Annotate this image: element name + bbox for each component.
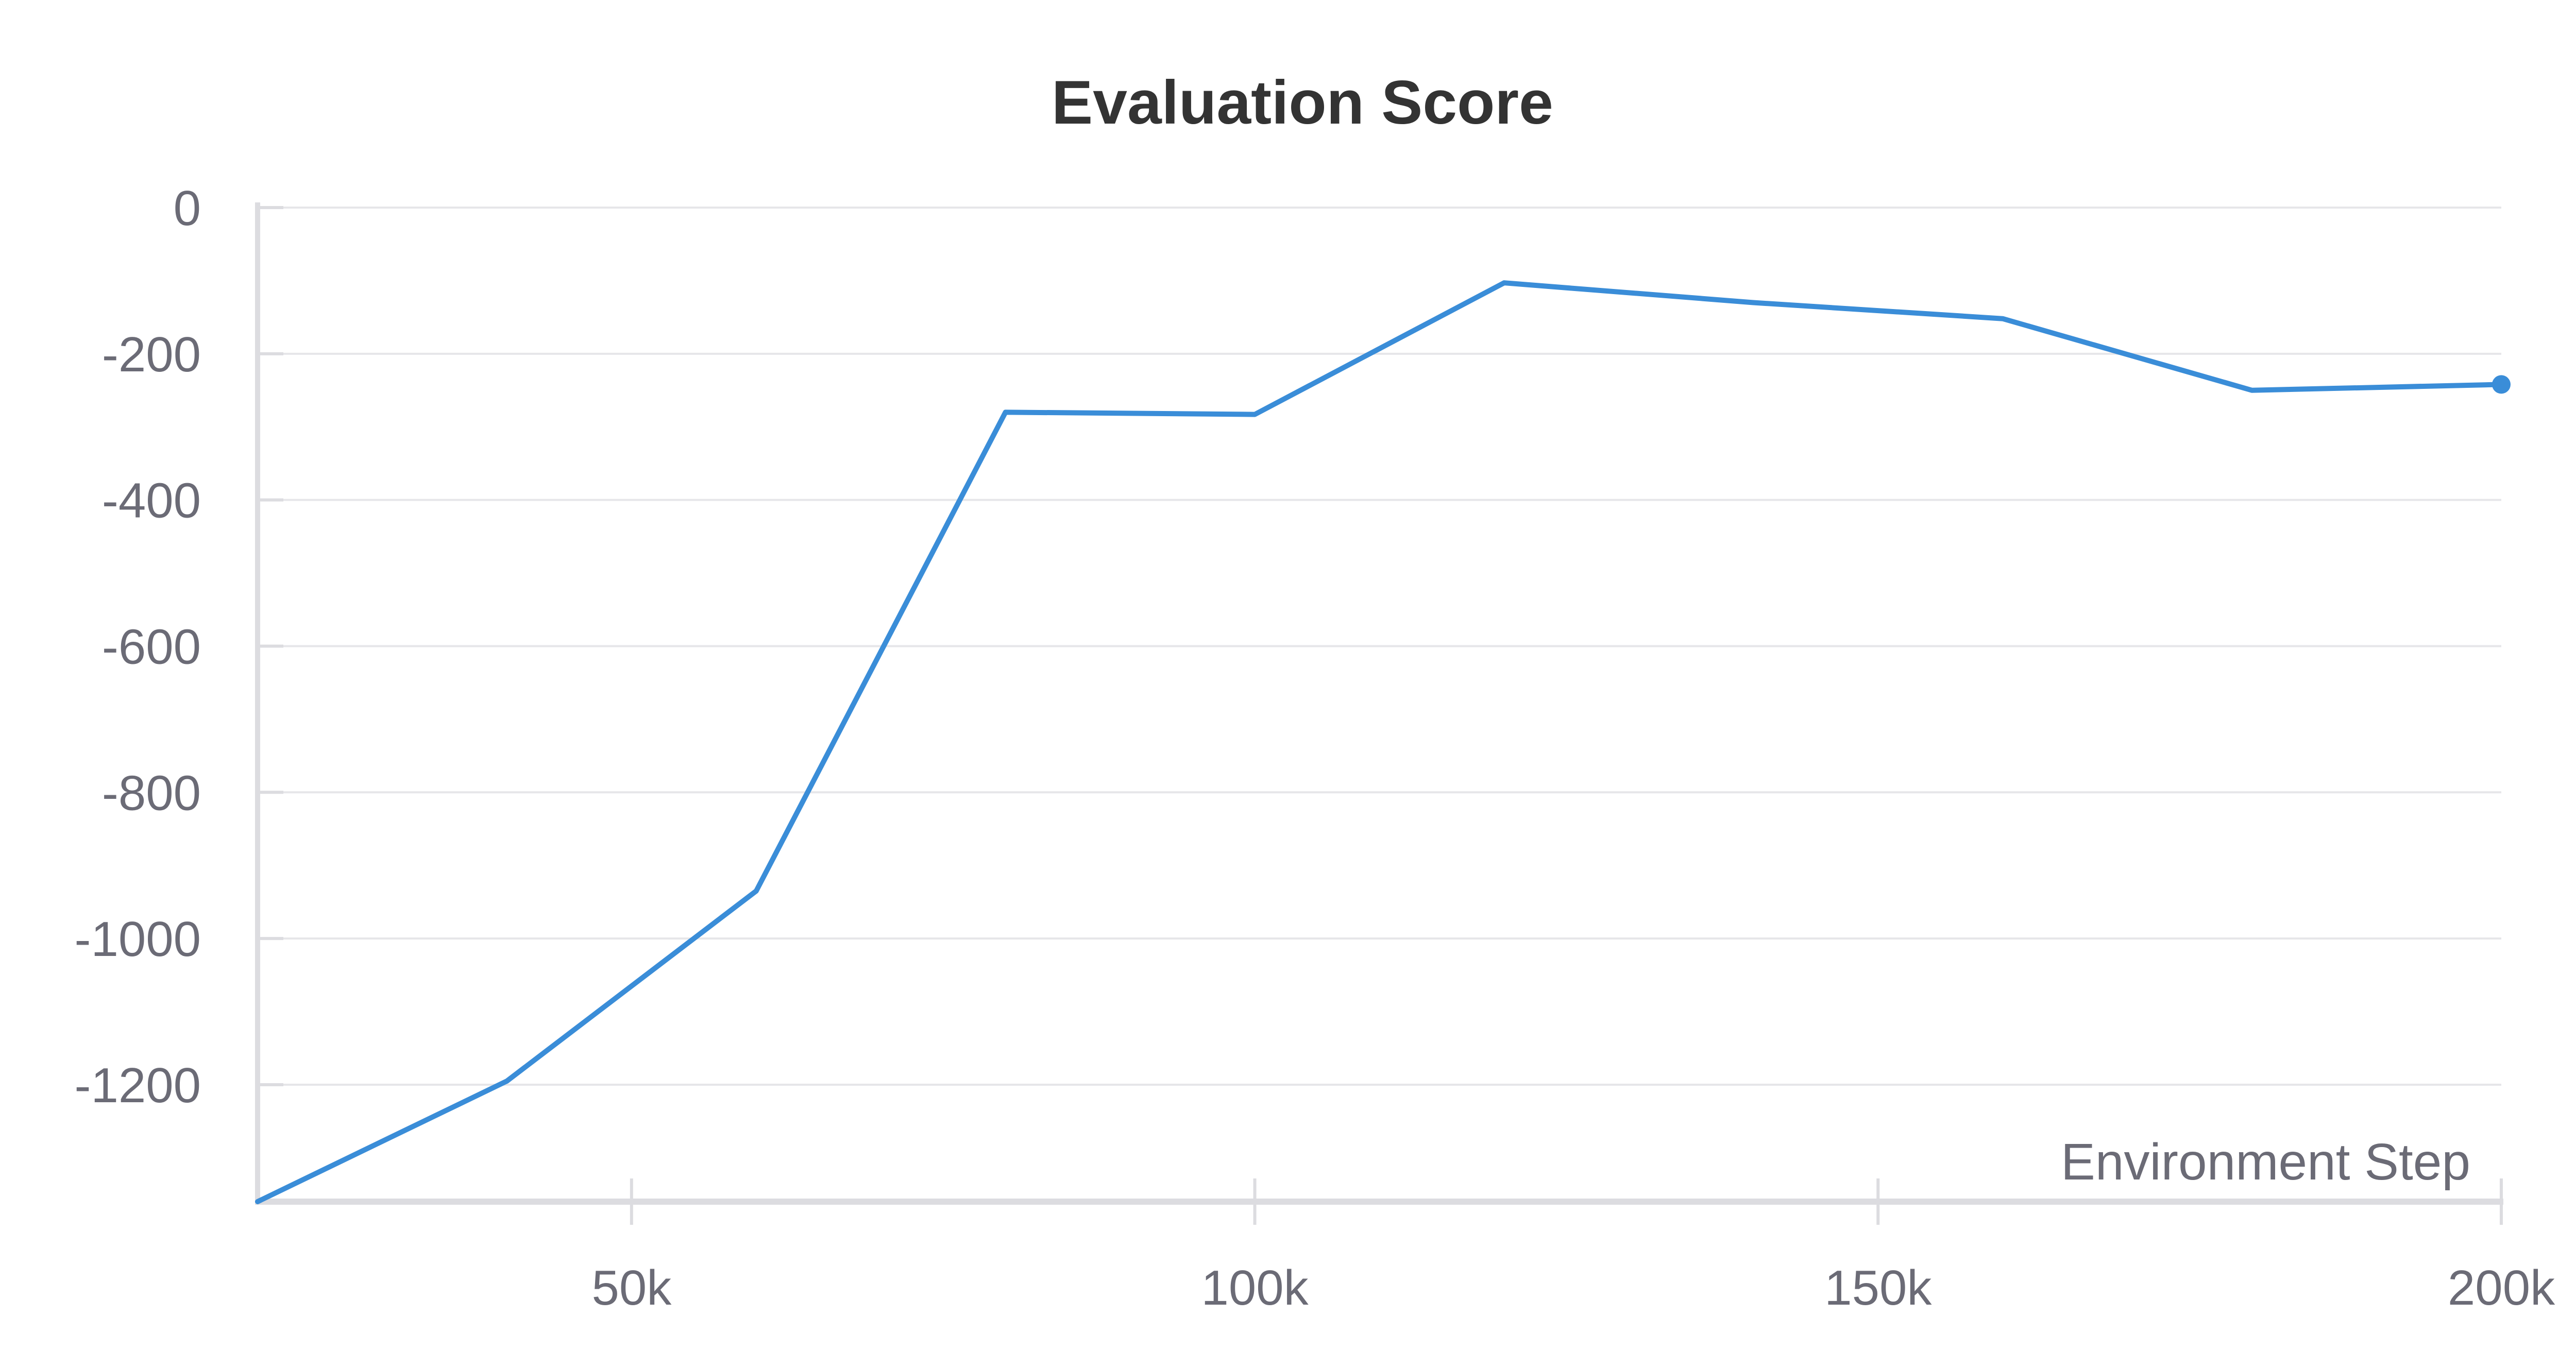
x-tick-label: 50k — [591, 1260, 672, 1315]
tick-labels: 0 -200 -400 -600 -800 -1000 -1200 50k 100k 150k 20… — [74, 181, 2555, 1315]
x-tick-label: 200k — [2448, 1260, 2555, 1315]
x-tick-label: 150k — [1824, 1260, 1932, 1315]
x-axis-label: Environment Step — [2061, 1133, 2470, 1191]
y-tick-label: 0 — [174, 181, 201, 236]
y-tick-label: -600 — [102, 619, 201, 674]
axes — [255, 202, 2503, 1225]
series-layer — [255, 280, 2511, 1204]
grid — [258, 207, 2501, 1086]
series-line — [255, 280, 2504, 1204]
y-tick-label: -200 — [102, 327, 201, 382]
x-tick-label: 100k — [1201, 1260, 1309, 1315]
series-end-point — [2492, 375, 2511, 394]
chart-title: Evaluation Score — [1052, 68, 1553, 137]
y-tick-label: -1200 — [74, 1058, 201, 1113]
y-tick-label: -1000 — [74, 912, 201, 967]
y-tick-label: -800 — [102, 765, 201, 820]
y-tick-label: -400 — [102, 473, 201, 528]
